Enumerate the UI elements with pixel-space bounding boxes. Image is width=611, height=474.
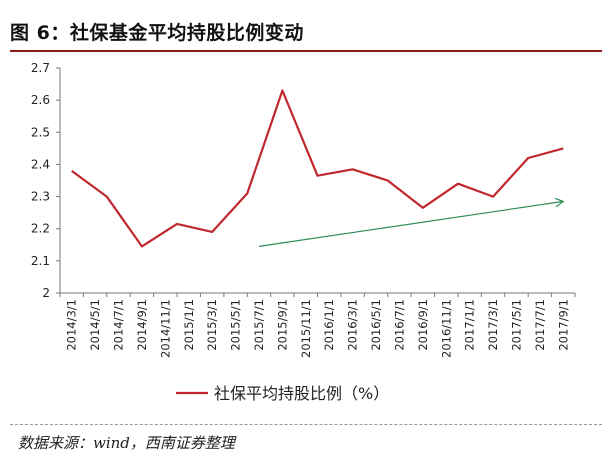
x-tick-label: 2014/11/1 (158, 299, 172, 358)
y-tick-label: 2.7 (31, 61, 50, 75)
x-tick-label: 2017/3/1 (486, 299, 500, 351)
series-line (71, 89, 564, 248)
x-tick-label: 2014/9/1 (135, 299, 149, 351)
x-tick-label: 2016/9/1 (416, 299, 430, 351)
title-divider (10, 50, 602, 52)
x-tick-label: 2015/5/1 (229, 299, 243, 351)
x-tick-label: 2015/1/1 (182, 299, 196, 351)
x-tick-label: 2016/5/1 (369, 299, 383, 351)
y-tick-label: 2.3 (31, 190, 50, 204)
y-tick-label: 2.5 (31, 125, 50, 139)
source-note: 数据来源：wind，西南证券整理 (18, 434, 235, 452)
y-tick-label: 2.4 (31, 157, 50, 171)
x-tick-label: 2017/5/1 (509, 299, 523, 351)
trend-arrow-line (258, 200, 564, 247)
x-tick-label: 2016/3/1 (346, 299, 360, 351)
y-tick-label: 2.6 (31, 93, 50, 107)
x-tick-label: 2015/9/1 (275, 299, 289, 351)
source-divider (10, 424, 602, 425)
x-tick-label: 2016/7/1 (392, 299, 406, 351)
x-tick-label: 2017/9/1 (556, 299, 570, 351)
x-tick-label: 2016/1/1 (322, 299, 336, 351)
x-tick-label: 2017/7/1 (533, 299, 547, 351)
x-tick-label: 2016/11/1 (439, 299, 453, 358)
figure-header: 图 6：社保基金平均持股比例变动 (10, 8, 602, 52)
y-tick-label: 2.1 (31, 254, 50, 268)
x-tick-label: 2015/11/1 (299, 299, 313, 358)
x-tick-label: 2017/1/1 (463, 299, 477, 351)
x-tick-label: 2014/7/1 (112, 299, 126, 351)
trend-arrow-head (554, 197, 565, 208)
y-tick-label: 2.2 (31, 222, 50, 236)
legend-label: 社保平均持股比例（%） (214, 384, 389, 403)
chart-title: 图 6：社保基金平均持股比例变动 (10, 22, 304, 44)
line-chart: 2 2.1 2.2 2.3 2.4 2.5 2.6 2.7 2014/3/1 2014/5/1 20… (31, 61, 576, 403)
y-tick-label: 2 (42, 286, 50, 300)
x-tick-label: 2014/5/1 (88, 299, 102, 351)
x-tick-label: 2015/3/1 (205, 299, 219, 351)
x-tick-label: 2014/3/1 (65, 299, 79, 351)
x-tick-label: 2015/7/1 (252, 299, 266, 351)
